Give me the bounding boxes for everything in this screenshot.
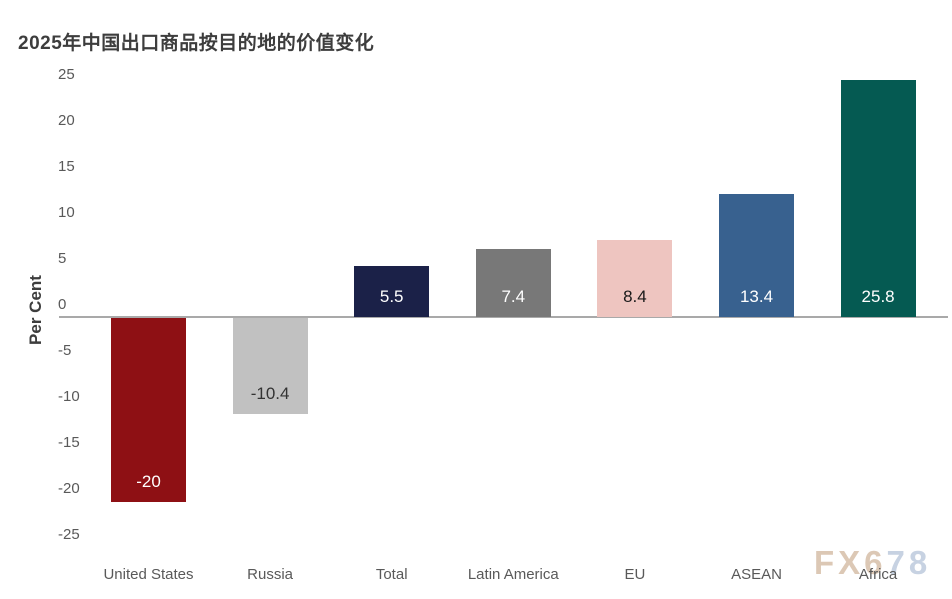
y-tick-label: 20	[58, 112, 75, 129]
y-tick-label: -5	[58, 342, 72, 359]
y-tick-label: 15	[58, 158, 75, 175]
y-tick-label: -25	[58, 526, 80, 543]
x-tick-label: ASEAN	[731, 566, 782, 583]
x-tick-label: United States	[103, 566, 194, 583]
bar-russia: -10.4	[232, 318, 308, 414]
bar-value-label: 7.4	[501, 286, 526, 306]
bar-value-label: -20	[136, 472, 161, 491]
y-tick-label: 5	[58, 250, 67, 267]
y-tick-label: 0	[58, 296, 67, 313]
y-tick-label: -15	[58, 434, 80, 451]
bar-eu: 8.4	[597, 239, 673, 317]
bar-value-label: -10.4	[250, 383, 290, 403]
bar-value-label: 8.4	[623, 286, 647, 306]
y-tick-label: -10	[58, 388, 80, 405]
bar-value-label: 5.5	[379, 286, 404, 306]
y-tick-label: -20	[58, 480, 80, 497]
watermark-part2: 78	[886, 544, 932, 581]
x-tick-label: EU	[624, 566, 646, 583]
bar-africa: 25.8	[840, 79, 916, 317]
x-tick-label: Russia	[247, 566, 294, 583]
bar-asean: 13.4	[719, 193, 794, 317]
zero-baseline	[59, 316, 948, 318]
bar-united-states: -20	[111, 318, 186, 502]
bar-latin-america: 7.4	[475, 248, 551, 317]
watermark-part1: FX6	[814, 544, 887, 581]
bar-value-label: 13.4	[739, 286, 774, 306]
chart-title: 2025年中国出口商品按目的地的价值变化	[18, 33, 375, 54]
bar-value-label: 25.8	[861, 286, 895, 306]
x-tick-label: Africa	[858, 566, 898, 583]
bar-total: 5.5	[354, 266, 430, 317]
y-tick-label: 25	[58, 66, 75, 83]
y-axis-label: Per Cent	[26, 275, 45, 345]
watermark-logo: FX678	[814, 544, 931, 582]
y-tick-label: 10	[58, 204, 75, 221]
x-tick-label: Total	[375, 566, 408, 583]
x-tick-label: Latin America	[467, 566, 559, 583]
